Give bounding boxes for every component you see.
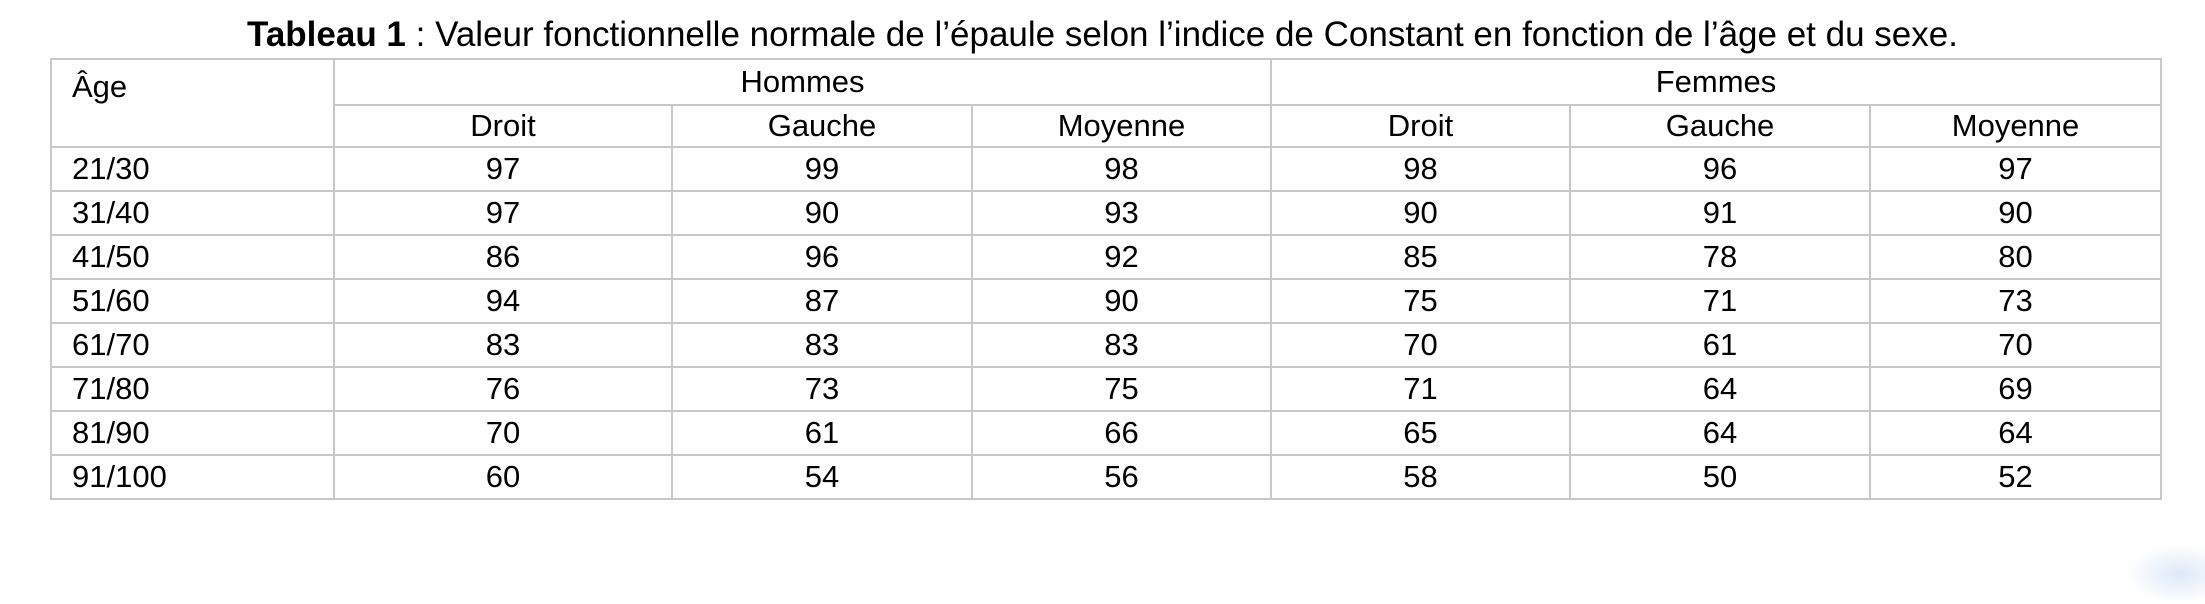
score-cell: 91 xyxy=(1569,190,1872,236)
score-cell: 52 xyxy=(1869,454,2163,500)
score-cell: 69 xyxy=(1869,366,2163,412)
score-cell: 98 xyxy=(1270,146,1572,192)
score-cell: 99 xyxy=(671,146,973,192)
score-cell: 73 xyxy=(1869,278,2163,324)
score-cell: 75 xyxy=(1270,278,1572,324)
score-cell: 54 xyxy=(671,454,973,500)
score-cell: 70 xyxy=(333,410,673,456)
score-cell: 50 xyxy=(1569,454,1872,500)
score-cell: 64 xyxy=(1569,366,1872,412)
score-cell: 96 xyxy=(1569,146,1872,192)
caption-text: : Valeur fonctionnelle normale de l’épau… xyxy=(405,15,1958,54)
score-cell: 98 xyxy=(970,146,1273,192)
score-cell: 71 xyxy=(1270,366,1572,412)
age-range-cell: 71/80 xyxy=(50,366,335,412)
score-cell: 86 xyxy=(333,234,673,280)
score-cell: 70 xyxy=(1270,322,1572,368)
score-cell: 61 xyxy=(671,410,973,456)
score-cell: 58 xyxy=(1270,454,1572,500)
constant-score-table: Âge Hommes Femmes Droit Gauche Moyenne D… xyxy=(50,58,2163,500)
score-cell: 61 xyxy=(1569,322,1872,368)
caption-label: Tableau 1 xyxy=(247,15,406,54)
score-cell: 90 xyxy=(671,190,973,236)
subheader-hommes-droit: Droit xyxy=(333,104,673,148)
score-cell: 65 xyxy=(1270,410,1572,456)
corner-decoration xyxy=(2125,544,2205,604)
score-cell: 71 xyxy=(1569,278,1872,324)
score-cell: 66 xyxy=(970,410,1273,456)
subheader-femmes-droit: Droit xyxy=(1270,104,1572,148)
score-cell: 96 xyxy=(671,234,973,280)
subheader-hommes-moyenne: Moyenne xyxy=(970,104,1273,148)
score-cell: 56 xyxy=(970,454,1273,500)
score-cell: 97 xyxy=(1869,146,2163,192)
score-cell: 64 xyxy=(1569,410,1872,456)
score-cell: 92 xyxy=(970,234,1273,280)
table-row: 21/30 97 99 98 98 96 97 xyxy=(50,146,2163,192)
table-row: 81/90 70 61 66 65 64 64 xyxy=(50,410,2163,456)
table-row: 41/50 86 96 92 85 78 80 xyxy=(50,234,2163,280)
age-range-cell: 21/30 xyxy=(50,146,335,192)
score-cell: 83 xyxy=(970,322,1273,368)
table-body: 21/30 97 99 98 98 96 97 31/40 97 90 93 90 91 90 41/50 8… xyxy=(50,146,2163,500)
age-range-cell: 51/60 xyxy=(50,278,335,324)
age-range-cell: 31/40 xyxy=(50,190,335,236)
score-cell: 93 xyxy=(970,190,1273,236)
score-cell: 85 xyxy=(1270,234,1572,280)
score-cell: 97 xyxy=(333,190,673,236)
age-range-cell: 91/100 xyxy=(50,454,335,500)
score-cell: 78 xyxy=(1569,234,1872,280)
age-range-cell: 61/70 xyxy=(50,322,335,368)
score-cell: 76 xyxy=(333,366,673,412)
score-cell: 73 xyxy=(671,366,973,412)
age-range-cell: 81/90 xyxy=(50,410,335,456)
age-column-header: Âge xyxy=(50,58,335,148)
score-cell: 87 xyxy=(671,278,973,324)
group-header-hommes: Hommes xyxy=(332,58,1273,106)
score-cell: 70 xyxy=(1869,322,2163,368)
table-row: 51/60 94 87 90 75 71 73 xyxy=(50,278,2163,324)
score-cell: 90 xyxy=(1270,190,1572,236)
table-row: 71/80 76 73 75 71 64 69 xyxy=(50,366,2163,412)
table-row: 91/100 60 54 56 58 50 52 xyxy=(50,454,2163,500)
table-row: 61/70 83 83 83 70 61 70 xyxy=(50,322,2163,368)
score-cell: 64 xyxy=(1869,410,2163,456)
score-cell: 75 xyxy=(970,366,1273,412)
score-cell: 97 xyxy=(333,146,673,192)
group-header-femmes: Femmes xyxy=(1270,58,2163,106)
score-cell: 80 xyxy=(1869,234,2163,280)
score-cell: 90 xyxy=(970,278,1273,324)
score-cell: 60 xyxy=(333,454,673,500)
subheader-femmes-moyenne: Moyenne xyxy=(1869,104,2163,148)
subheader-femmes-gauche: Gauche xyxy=(1569,104,1872,148)
score-cell: 83 xyxy=(333,322,673,368)
score-cell: 94 xyxy=(333,278,673,324)
age-range-cell: 41/50 xyxy=(50,234,335,280)
header-row-sides: Droit Gauche Moyenne Droit Gauche Moyenn… xyxy=(51,104,2163,148)
subheader-hommes-gauche: Gauche xyxy=(671,104,973,148)
table-caption: Tableau 1 : Valeur fonctionnelle normale… xyxy=(0,13,2205,57)
header-row-groups: Âge Hommes Femmes xyxy=(50,58,2163,148)
score-cell: 83 xyxy=(671,322,973,368)
score-cell: 90 xyxy=(1869,190,2163,236)
table-row: 31/40 97 90 93 90 91 90 xyxy=(50,190,2163,236)
